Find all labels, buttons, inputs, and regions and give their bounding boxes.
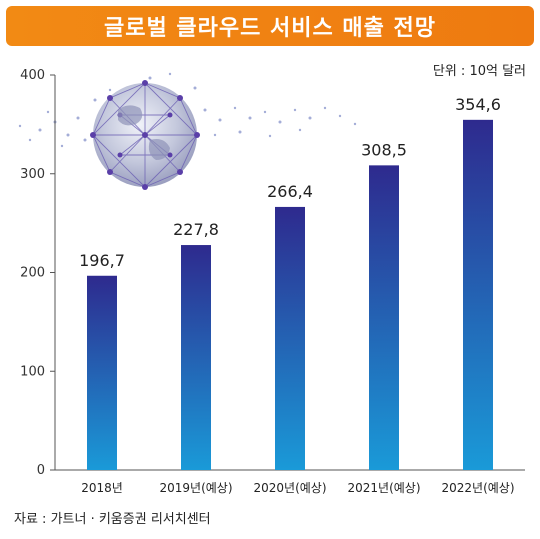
- x-tick-label: 2019년(예상): [159, 481, 232, 495]
- bar: [181, 245, 211, 470]
- data-label: 308,5: [361, 140, 407, 159]
- data-label: 354,6: [455, 95, 501, 114]
- y-tick-label: 200: [20, 266, 45, 281]
- y-tick-label: 400: [20, 68, 45, 83]
- y-tick-label: 300: [20, 167, 45, 182]
- bar: [275, 206, 305, 470]
- source-label: 자료 : 가트너 · 키움증권 리서치센터: [14, 512, 211, 527]
- bar: [87, 275, 117, 470]
- data-label: 266,4: [267, 182, 313, 201]
- x-tick-label: 2018년: [81, 481, 123, 495]
- globe-network-icon: [18, 72, 357, 190]
- data-label: 227,8: [173, 220, 219, 239]
- bar: [463, 119, 493, 471]
- bar: [369, 165, 399, 470]
- unit-label: 단위 : 10억 달러: [432, 64, 526, 79]
- chart-title: 글로벌 클라우드 서비스 매출 전망: [104, 16, 436, 41]
- title-banner: 글로벌 클라우드 서비스 매출 전망: [6, 6, 534, 46]
- x-tick-label: 2021년(예상): [347, 481, 420, 495]
- y-tick-label: 100: [20, 364, 45, 379]
- x-tick-label: 2022년(예상): [441, 481, 514, 495]
- y-tick-label: 0: [37, 463, 45, 478]
- x-tick-label: 2020년(예상): [253, 481, 326, 495]
- data-label: 196,7: [79, 251, 125, 270]
